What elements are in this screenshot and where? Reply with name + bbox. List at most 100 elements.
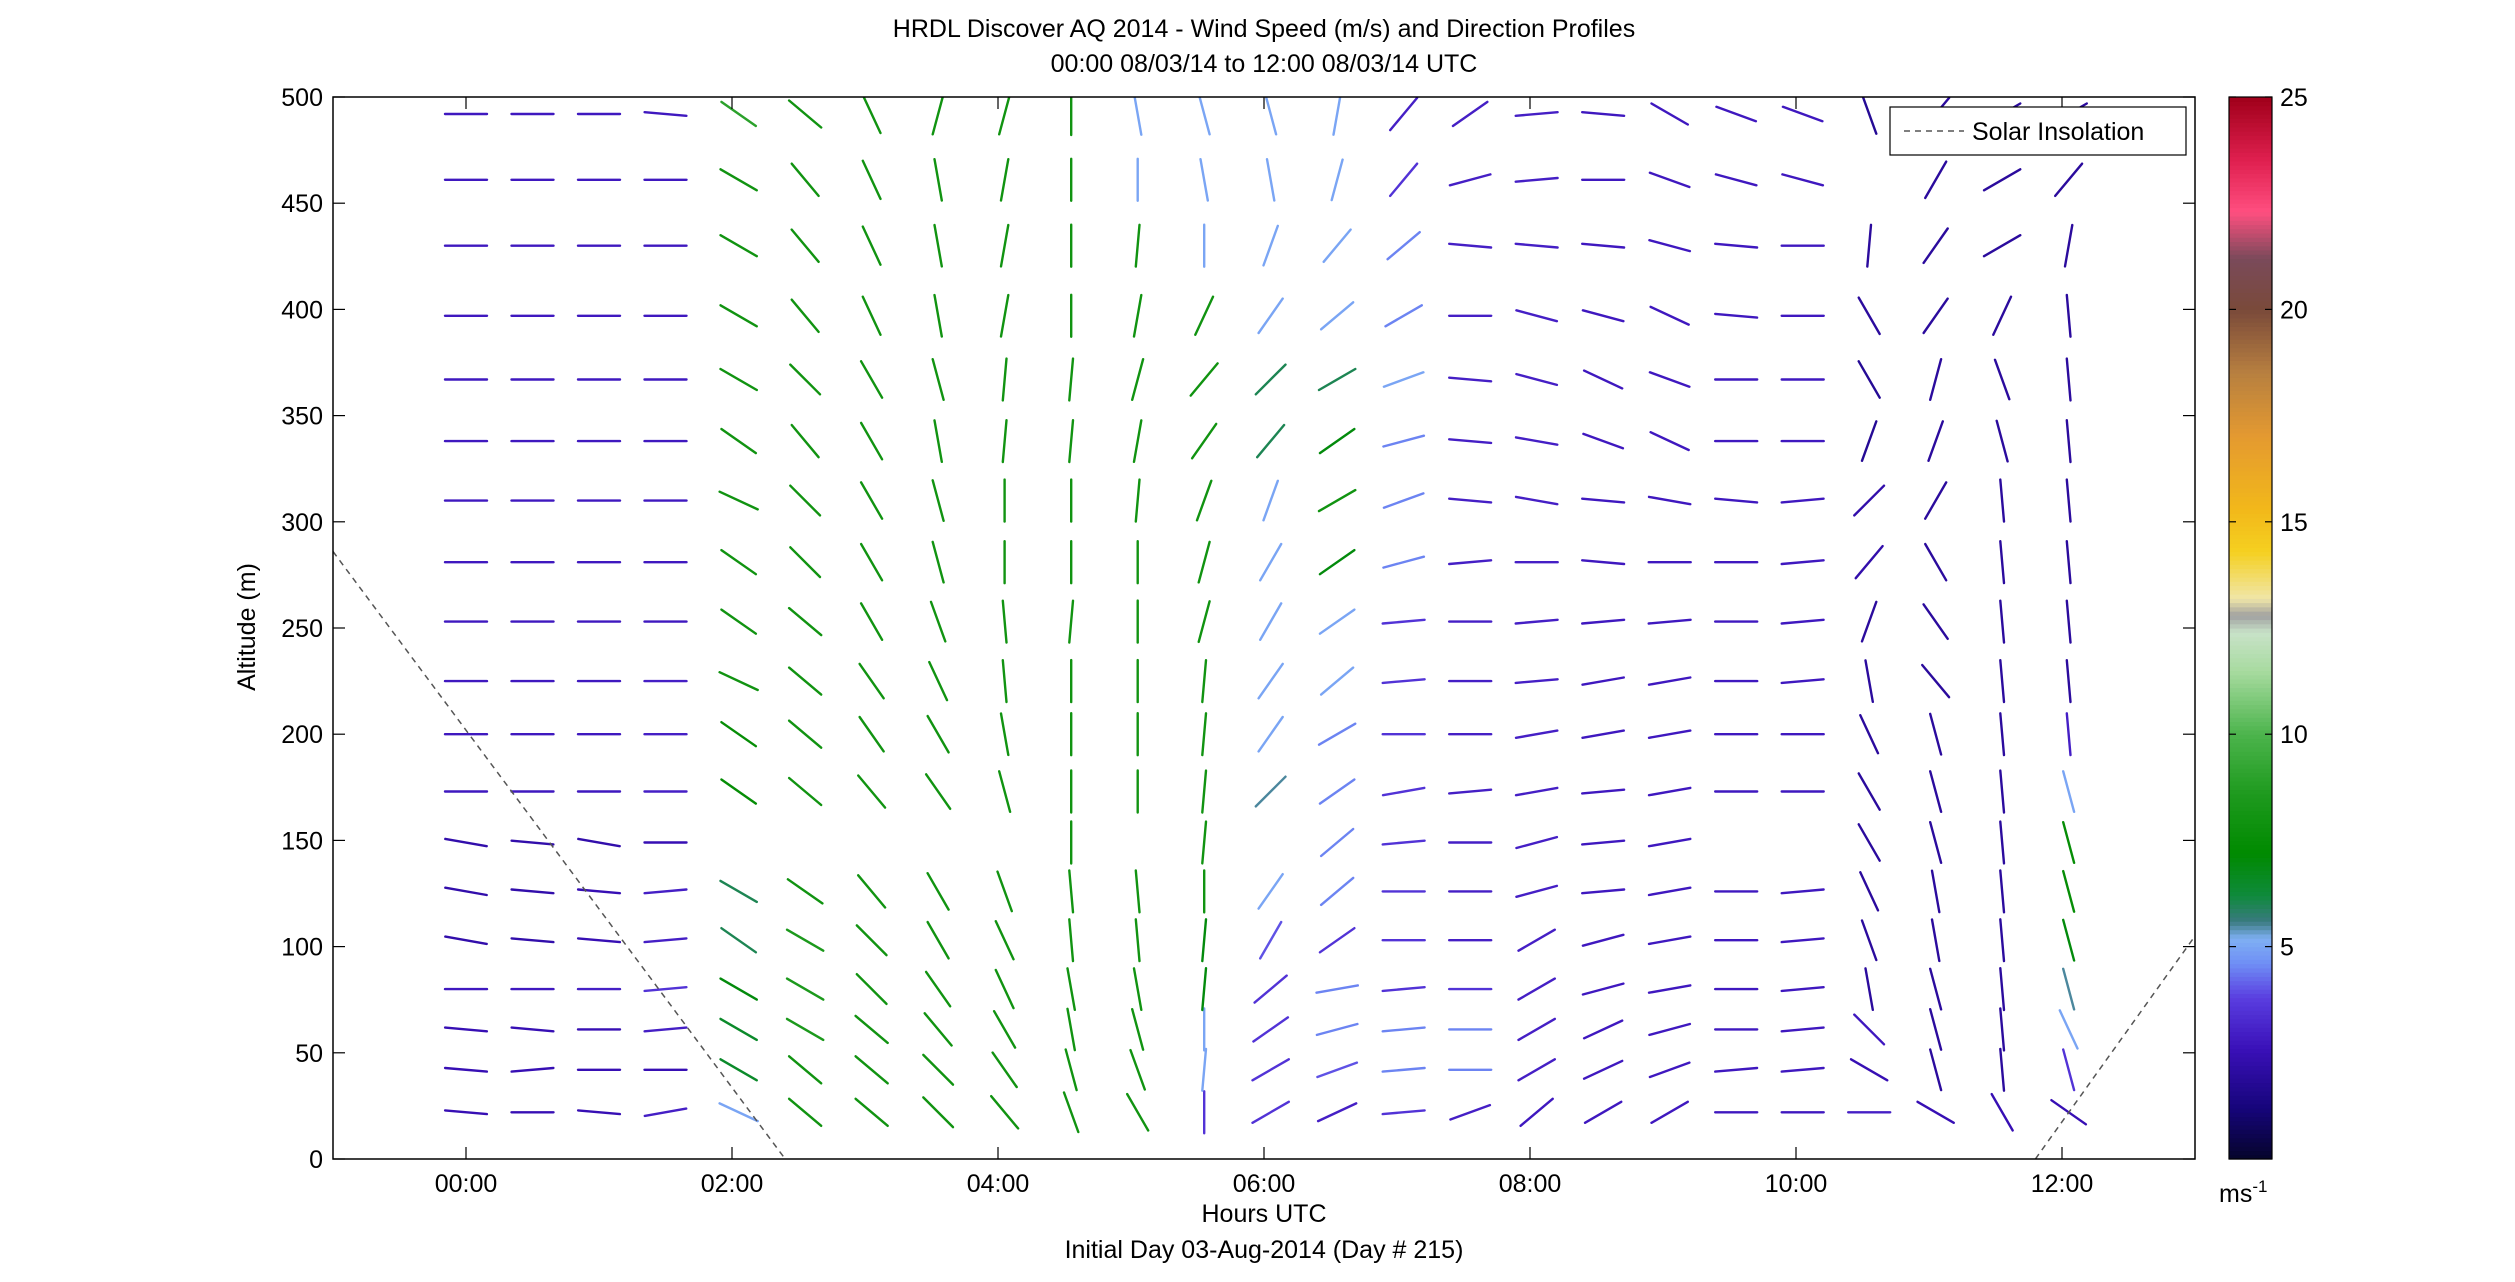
colorbar-band bbox=[2229, 186, 2272, 192]
wind-barb bbox=[933, 157, 943, 202]
colorbar-band bbox=[2229, 394, 2272, 400]
colorbar-band bbox=[2229, 97, 2272, 102]
colorbar-band bbox=[2229, 296, 2272, 302]
legend-label-solar-insolation: Solar Insolation bbox=[1972, 118, 2144, 146]
wind-barb bbox=[1857, 823, 1881, 862]
colorbar-band bbox=[2229, 424, 2272, 429]
wind-barb bbox=[1262, 224, 1280, 267]
colorbar-band bbox=[2229, 207, 2272, 213]
wind-barb bbox=[787, 1097, 823, 1128]
wind-barb bbox=[1514, 678, 1559, 685]
wind-barb bbox=[2065, 712, 2072, 757]
colorbar-band bbox=[2229, 462, 2272, 468]
wind-barb bbox=[720, 721, 758, 748]
wind-barb bbox=[1514, 110, 1559, 118]
wind-barb bbox=[1922, 603, 1949, 640]
colorbar-band bbox=[2229, 224, 2272, 230]
wind-barb bbox=[999, 157, 1010, 202]
wind-barb bbox=[720, 608, 758, 635]
wind-barb bbox=[1189, 362, 1219, 397]
colorbar-band bbox=[2229, 347, 2272, 353]
colorbar-band bbox=[2229, 793, 2272, 799]
colorbar-band bbox=[2229, 245, 2272, 251]
wind-barb bbox=[787, 1055, 823, 1085]
colorbar-band bbox=[2229, 551, 2272, 557]
wind-barb bbox=[931, 97, 944, 136]
wind-barb bbox=[1861, 97, 1878, 135]
wind-barb bbox=[1780, 678, 1825, 685]
colorbar-band bbox=[2229, 1086, 2272, 1092]
colorbar-band bbox=[2229, 449, 2272, 455]
colorbar-band bbox=[2229, 300, 2272, 306]
colorbar-band bbox=[2229, 700, 2272, 706]
y-axis-label: Altitude (m) bbox=[233, 563, 261, 691]
wind-barb bbox=[785, 928, 825, 952]
colorbar-band bbox=[2229, 976, 2272, 982]
colorbar-band bbox=[2229, 899, 2272, 905]
colorbar-band bbox=[2229, 313, 2272, 319]
wind-barb bbox=[719, 879, 758, 904]
y-tick-label: 350 bbox=[281, 403, 323, 431]
wind-barb bbox=[1999, 599, 2006, 644]
wind-barb bbox=[933, 293, 943, 338]
wind-barb bbox=[859, 481, 884, 520]
colorbar-band bbox=[2229, 674, 2272, 680]
colorbar-band bbox=[2229, 738, 2272, 744]
wind-barb bbox=[718, 671, 759, 692]
colorbar-band bbox=[2229, 1125, 2272, 1130]
colorbar-band bbox=[2229, 717, 2272, 723]
colorbar-band bbox=[2229, 364, 2272, 370]
colorbar-band bbox=[2229, 1065, 2272, 1071]
y-tick-label: 300 bbox=[281, 509, 323, 537]
solar-insolation-line bbox=[333, 551, 786, 1159]
wind-barb bbox=[1447, 497, 1493, 504]
colorbar-band bbox=[2229, 1103, 2272, 1109]
wind-barb bbox=[1928, 967, 1943, 1011]
colorbar-band bbox=[2229, 797, 2272, 803]
colorbar-band bbox=[2229, 1129, 2272, 1135]
wind-barb bbox=[720, 427, 758, 455]
colorbar-band bbox=[2229, 691, 2272, 697]
chart-title: HRDL Discover AQ 2014 - Wind Speed (m/s)… bbox=[893, 15, 1635, 43]
colorbar-band bbox=[2229, 1082, 2272, 1088]
colorbar-band bbox=[2229, 708, 2272, 714]
wind-barb bbox=[1190, 422, 1218, 460]
colorbar-band bbox=[2229, 487, 2272, 493]
colorbar-band bbox=[2229, 780, 2272, 786]
colorbar-band bbox=[2229, 963, 2272, 969]
wind-barb bbox=[1257, 662, 1284, 700]
colorbar-band bbox=[2229, 725, 2272, 731]
wind-barb bbox=[719, 168, 758, 192]
colorbar-band bbox=[2229, 912, 2272, 918]
wind-barb bbox=[1201, 712, 1208, 757]
wind-barb bbox=[1780, 986, 1825, 993]
wind-barb bbox=[720, 548, 758, 576]
wind-barb bbox=[999, 223, 1010, 268]
wind-barb bbox=[1382, 492, 1425, 509]
wind-barb bbox=[1920, 663, 1951, 699]
colorbar-band bbox=[2229, 122, 2272, 128]
y-tick-label: 150 bbox=[281, 827, 323, 855]
colorbar-band bbox=[2229, 513, 2272, 519]
wind-barb bbox=[719, 977, 758, 1001]
colorbar-band bbox=[2229, 827, 2272, 833]
colorbar-tick-label: 5 bbox=[2280, 934, 2294, 962]
wind-barb bbox=[991, 1051, 1018, 1089]
wind-barb bbox=[1197, 540, 1211, 584]
y-tick-label: 250 bbox=[281, 615, 323, 643]
wind-barb bbox=[719, 1017, 758, 1042]
wind-barb bbox=[1381, 1066, 1426, 1073]
colorbar-band bbox=[2229, 1031, 2272, 1037]
wind-barb bbox=[1647, 935, 1692, 946]
colorbar-band bbox=[2229, 602, 2272, 608]
colorbar-band bbox=[2229, 139, 2272, 145]
wind-barb bbox=[1928, 712, 1943, 756]
wind-barb bbox=[1130, 358, 1145, 401]
wind-barb bbox=[1515, 884, 1559, 898]
colorbar-band bbox=[2229, 411, 2272, 417]
wind-barb bbox=[1853, 484, 1886, 517]
wind-barb bbox=[577, 837, 621, 848]
wind-barb bbox=[1860, 600, 1878, 643]
wind-barb bbox=[1381, 678, 1426, 685]
wind-barb bbox=[720, 778, 758, 805]
